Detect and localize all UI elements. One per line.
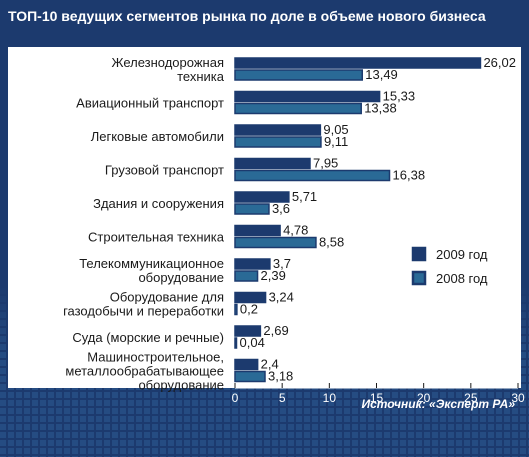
x-tick-label-0: 0 [232, 391, 239, 405]
bar-2009-4 [234, 191, 290, 203]
x-tick-label-4: 20 [417, 391, 431, 405]
legend: 2009 год 2008 год [411, 246, 488, 286]
bar-2009-6 [234, 258, 271, 270]
value-label-2009-2: 9,05 [323, 122, 348, 137]
bar-2009-1 [234, 90, 381, 103]
bar-2008-5 [234, 236, 317, 249]
bar-2009-0 [234, 57, 482, 69]
legend-label-2008: 2008 год [436, 271, 488, 286]
value-label-2009-4: 5,71 [292, 189, 317, 204]
legend-label-2009: 2009 год [436, 247, 488, 262]
value-label-2008-8: 0,04 [240, 335, 265, 350]
legend-swatch-2008 [411, 270, 427, 286]
category-label-5-line-0: Строительная техника [88, 230, 225, 245]
category-label-9-line-0: Машиностроительное, [87, 350, 224, 365]
bar-2008-3 [234, 169, 391, 182]
x-axis-ticks: 0 5 10 15 20 25 30 [232, 383, 525, 405]
bar-2008-0 [234, 69, 364, 81]
value-label-2009-8: 2,69 [263, 323, 288, 338]
x-tick-label-2: 10 [323, 391, 337, 405]
bar-2008-6 [234, 270, 259, 282]
bar-2008-2 [234, 136, 322, 148]
x-tick-label-5: 25 [464, 391, 478, 405]
category-label-2-line-0: Легковые автомобили [91, 129, 224, 144]
category-label-7-line-1: газодобычи и переработки [63, 304, 224, 319]
value-label-2008-0: 13,49 [365, 67, 398, 82]
value-label-2008-6: 2,39 [261, 268, 286, 283]
value-label-2008-9: 3,18 [268, 369, 293, 384]
value-label-2009-5: 4,78 [283, 223, 308, 238]
value-label-2009-1: 15,33 [383, 89, 416, 104]
value-label-2009-7: 3,24 [269, 290, 294, 305]
bar-2009-5 [234, 224, 281, 237]
value-label-2009-0: 26,02 [483, 55, 516, 70]
bar-2009-8 [234, 325, 262, 337]
category-label-0-line-0: Железнодорожная [111, 55, 224, 70]
bar-2008-1 [234, 102, 362, 115]
category-label-7-line-0: Оборудование для [110, 290, 224, 305]
x-tick-label-6: 30 [511, 391, 525, 405]
chart-title: ТОП-10 ведущих сегментов рынка по доле в… [8, 8, 486, 24]
value-label-2008-3: 16,38 [393, 168, 426, 183]
x-tick-label-1: 5 [279, 391, 286, 405]
value-label-2009-9: 2,4 [261, 357, 279, 372]
category-label-9-line-2: оборудование [138, 378, 224, 393]
bars [234, 57, 482, 383]
value-label-2008-5: 8,58 [319, 235, 344, 250]
legend-swatch-2009 [411, 246, 427, 262]
bar-2008-8 [234, 337, 238, 349]
category-label-8-line-0: Суда (морские и речные) [72, 330, 224, 345]
category-label-9-line-1: металлообрабатывающее [65, 364, 224, 379]
source-note: Источник: «Эксперт РА» [361, 397, 515, 411]
bar-2009-9 [234, 358, 259, 371]
value-label-2009-3: 7,95 [313, 156, 338, 171]
bar-2009-7 [234, 291, 267, 304]
value-label-2008-7: 0,2 [240, 302, 258, 317]
bar-2008-4 [234, 203, 270, 215]
value-label-2008-2: 9,11 [324, 134, 348, 149]
value-label-2008-1: 13,38 [364, 101, 397, 116]
x-tick-label-3: 15 [370, 391, 384, 405]
bar-2009-3 [234, 157, 311, 170]
value-label-2008-4: 3,6 [272, 201, 290, 216]
category-label-6-line-1: оборудование [138, 270, 224, 285]
bar-2008-7 [234, 303, 238, 316]
category-label-6-line-0: Телекоммуникационное [79, 256, 224, 271]
category-label-3-line-0: Грузовой транспорт [105, 163, 224, 178]
bar-2008-9 [234, 370, 266, 383]
category-label-4-line-0: Здания и сооружения [93, 196, 224, 211]
category-label-0-line-1: техника [177, 69, 225, 84]
bar-2009-2 [234, 124, 322, 136]
value-label-2009-6: 3,7 [273, 256, 291, 271]
category-label-1-line-0: Авиационный транспорт [76, 96, 224, 111]
